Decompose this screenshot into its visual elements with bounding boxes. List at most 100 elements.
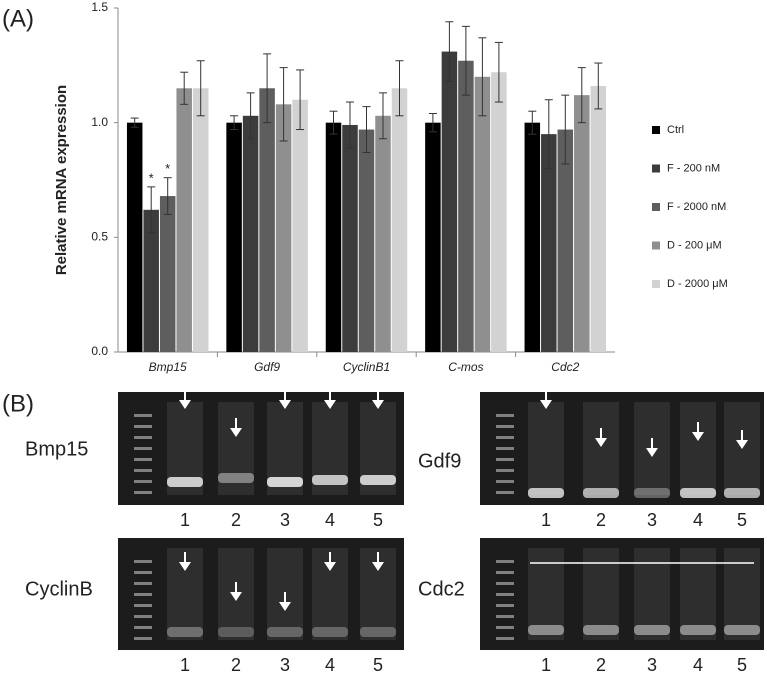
gel-band	[583, 625, 619, 635]
lane-label: 1	[180, 655, 190, 675]
legend-label: D - 2000 μM	[667, 278, 728, 290]
gel-band	[528, 625, 564, 635]
bar	[441, 51, 458, 352]
bar	[342, 124, 358, 353]
gel-band	[724, 488, 760, 498]
lane-label: 3	[280, 510, 290, 530]
gel-band	[360, 627, 396, 637]
ladder-band	[134, 615, 152, 618]
bar	[375, 115, 391, 352]
lane-smear	[528, 402, 564, 495]
legend-swatch	[652, 280, 660, 288]
arrow-head	[324, 562, 336, 571]
ladder-band	[496, 637, 514, 640]
gel-band	[680, 625, 716, 635]
arrow-head	[179, 562, 191, 571]
bar	[474, 76, 491, 353]
lane-label: 5	[373, 510, 383, 530]
legend-label: F - 2000 nM	[667, 201, 726, 213]
panel-label: (B)	[2, 390, 34, 417]
arrow-head	[646, 448, 658, 457]
gel-label: Bmp15	[25, 438, 88, 460]
ladder-band	[496, 593, 514, 596]
arrow-head	[324, 400, 336, 409]
ladder-band	[496, 447, 514, 450]
bar	[292, 99, 308, 352]
lane-label: 4	[325, 510, 335, 530]
bar	[259, 88, 275, 353]
bar	[242, 115, 259, 352]
bar	[226, 122, 242, 353]
ladder-band	[134, 626, 152, 629]
lane-label: 3	[647, 655, 657, 675]
ladder-band	[134, 469, 152, 472]
error-bar	[379, 92, 387, 140]
arrow-head	[540, 400, 552, 409]
gel-image	[118, 538, 404, 650]
legend-label: F - 200 nM	[667, 162, 720, 174]
panel-label: (A)	[2, 5, 34, 32]
ladder-band	[134, 414, 152, 417]
error-bar	[461, 25, 470, 96]
ladder-band	[496, 425, 514, 428]
lane-label: 5	[737, 510, 747, 530]
lane-label: 4	[693, 655, 703, 675]
error-bar	[494, 41, 503, 103]
error-bar	[428, 112, 437, 133]
error-bar	[528, 110, 537, 135]
bar	[275, 104, 292, 352]
legend-swatch	[652, 241, 660, 250]
ladder-band	[496, 571, 514, 574]
gel-band	[583, 488, 619, 498]
error-bar	[147, 186, 156, 234]
ladder-band	[496, 458, 514, 461]
gel-band	[267, 627, 303, 637]
error-bar	[445, 21, 454, 82]
arrow-head	[736, 440, 748, 449]
ladder-band	[134, 571, 152, 574]
error-bar	[230, 115, 239, 131]
bar	[541, 134, 557, 352]
arrow-head	[279, 400, 291, 409]
x-tick-label: Gdf9	[254, 360, 280, 374]
ladder-band	[496, 582, 514, 585]
significance-marker: *	[149, 170, 154, 185]
lane-label: 3	[280, 655, 290, 675]
error-bar	[130, 117, 139, 128]
bar	[524, 122, 541, 353]
gel-label: Gdf9	[418, 450, 461, 472]
gel-band	[312, 475, 348, 485]
bar	[391, 88, 408, 353]
ladder-band	[496, 560, 514, 563]
gel-background	[480, 538, 764, 650]
ladder-band	[134, 425, 152, 428]
error-bar	[577, 67, 586, 124]
lane-label: 1	[541, 655, 551, 675]
lane-label: 2	[596, 655, 606, 675]
error-bar	[279, 67, 288, 142]
lane-label: 2	[231, 655, 241, 675]
legend-label: D - 200 μM	[667, 239, 722, 251]
gel-band	[634, 488, 670, 498]
lane-label: 5	[373, 655, 383, 675]
y-tick-label: 1.0	[91, 115, 108, 129]
legend-swatch	[652, 126, 660, 134]
gel-label: CyclinB	[25, 578, 93, 600]
bar	[358, 129, 375, 352]
bar	[574, 95, 590, 352]
error-bar	[180, 71, 189, 105]
gel-band	[167, 477, 203, 487]
error-bar	[263, 53, 272, 124]
ladder-band	[134, 637, 152, 640]
bar	[557, 129, 574, 352]
arrow-head	[595, 438, 607, 447]
arrow-head	[230, 428, 242, 437]
error-bar	[362, 106, 371, 153]
ladder-band	[496, 436, 514, 439]
bar	[126, 122, 143, 353]
lane-smear	[218, 402, 254, 495]
arrow-head	[372, 562, 384, 571]
error-bar	[544, 99, 553, 170]
gel-band	[218, 627, 254, 637]
